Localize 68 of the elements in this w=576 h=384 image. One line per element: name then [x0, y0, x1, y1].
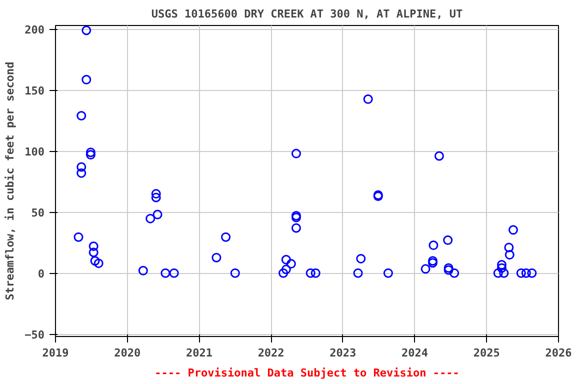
point	[76, 162, 86, 172]
y-tick-label: 100	[24, 146, 45, 159]
point	[76, 168, 86, 178]
x-tick-label: 2026	[545, 346, 572, 360]
point	[82, 26, 92, 36]
point	[212, 252, 222, 262]
point	[88, 248, 98, 258]
point	[278, 268, 288, 278]
y-tick-label: 150	[24, 84, 45, 98]
point	[363, 94, 373, 104]
x-tick-label: 2021	[186, 346, 213, 360]
point	[434, 151, 444, 161]
point	[310, 268, 320, 278]
point	[499, 268, 509, 278]
point	[420, 264, 430, 274]
point	[86, 148, 96, 158]
point	[516, 268, 526, 278]
point	[428, 256, 438, 266]
point	[291, 223, 301, 233]
point	[160, 268, 170, 278]
point	[151, 189, 161, 199]
point	[493, 268, 503, 278]
x-tick-label: 2019	[42, 346, 69, 360]
point	[527, 268, 537, 278]
point	[76, 111, 86, 120]
x-tick-label: 2020	[114, 346, 141, 360]
y-tick-label: 0	[38, 268, 44, 281]
point	[508, 225, 518, 235]
point	[504, 250, 514, 260]
point	[169, 268, 179, 278]
point	[443, 235, 453, 245]
point	[82, 74, 92, 84]
point	[356, 254, 366, 264]
x-tick-label: 2024	[402, 346, 428, 360]
point	[221, 232, 231, 242]
point	[504, 242, 514, 252]
point	[353, 268, 363, 278]
point	[146, 214, 156, 224]
point	[152, 210, 162, 220]
point	[428, 240, 438, 250]
x-tick-label: 2022	[258, 346, 284, 360]
point	[383, 268, 393, 278]
point	[521, 268, 531, 278]
chart-title: USGS 10165600 DRY CREEK AT 300 N, AT ALPINE, UT	[151, 8, 464, 20]
point	[496, 260, 506, 270]
x-tick-label: 2025	[473, 346, 500, 360]
point	[281, 254, 291, 264]
point	[281, 264, 291, 274]
point	[306, 268, 316, 278]
point	[450, 268, 460, 278]
point	[428, 258, 438, 268]
point	[86, 150, 96, 160]
y-axis-title: Streamflow, in cubic feet per second	[4, 62, 17, 300]
text: ---- Provisional Data Subject to Revision ----	[154, 366, 460, 380]
point	[88, 242, 98, 251]
point	[151, 192, 161, 202]
y-tick-label: 200	[24, 24, 45, 37]
x-tick-label: 2023	[330, 346, 356, 360]
point	[291, 148, 301, 158]
point	[74, 232, 84, 242]
point	[138, 266, 148, 276]
point	[496, 263, 506, 273]
point	[94, 258, 104, 268]
y-tick-label: 50	[31, 206, 45, 220]
point	[90, 256, 100, 266]
point	[230, 268, 240, 278]
point	[286, 259, 296, 269]
y-tick-label: −50	[24, 328, 45, 342]
